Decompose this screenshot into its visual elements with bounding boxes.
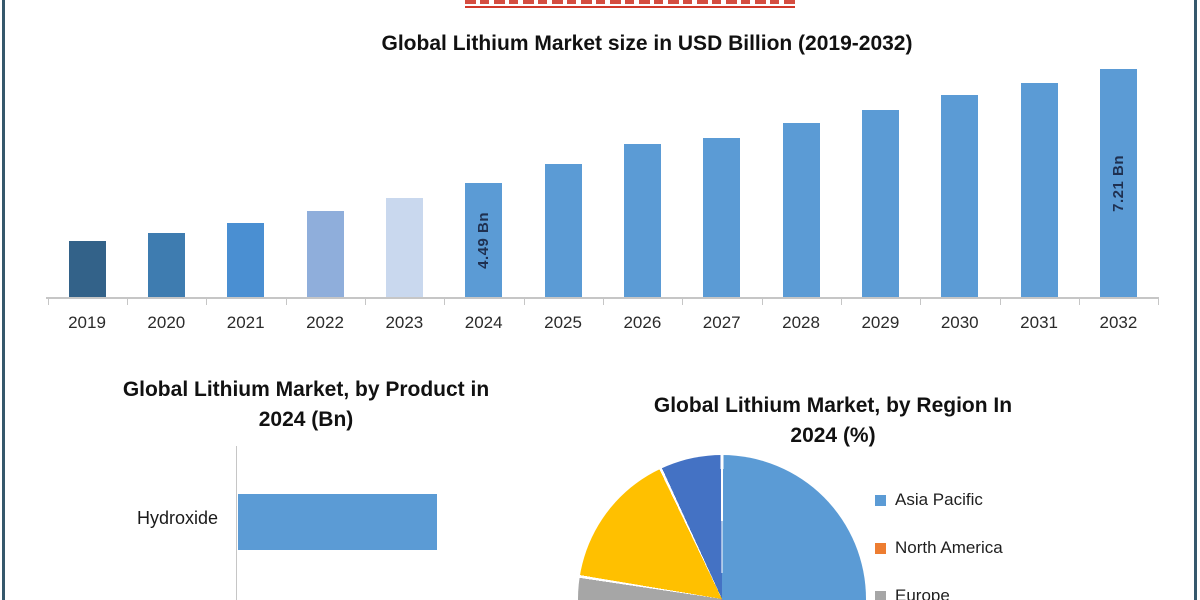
legend-swatch-icon xyxy=(875,494,886,506)
bar-2021 xyxy=(227,223,265,297)
x-axis-tick xyxy=(47,299,49,305)
bar-2026 xyxy=(623,144,661,297)
x-axis-label-2023: 2023 xyxy=(385,313,424,332)
product-chart-y-axis xyxy=(236,446,237,600)
market-size-chart-title: Global Lithium Market size in USD Billio… xyxy=(381,32,913,55)
page-right-border xyxy=(1194,0,1197,600)
product-chart-title-line2: 2024 (Bn) xyxy=(258,408,354,431)
x-axis-tick xyxy=(761,299,763,305)
bar-2019 xyxy=(68,241,106,297)
region-chart-title-line1: Global Lithium Market, by Region In xyxy=(653,394,1013,417)
x-axis-label-2025: 2025 xyxy=(544,313,582,332)
bar-2032: 7.21 Bn xyxy=(1099,69,1137,297)
x-axis-tick xyxy=(602,299,604,305)
bar-2022 xyxy=(306,211,344,297)
product-bar-hydroxide xyxy=(238,494,437,550)
x-axis-tick xyxy=(999,299,1001,305)
x-axis-label-2024: 2024 xyxy=(464,313,503,332)
legend-label: Asia Pacific xyxy=(895,490,983,509)
clipped-red-heading-glyphs xyxy=(465,0,795,4)
x-axis-label-2030: 2030 xyxy=(940,313,979,332)
x-axis-label-2027: 2027 xyxy=(702,313,741,332)
bar-2027 xyxy=(703,138,741,297)
x-axis-tick xyxy=(682,299,684,305)
region-chart-title-line2: 2024 (%) xyxy=(790,424,876,447)
product-chart-title-line1: Global Lithium Market, by Product in xyxy=(122,378,490,401)
x-axis-label-2022: 2022 xyxy=(306,313,344,332)
bar-2020 xyxy=(147,233,185,297)
bar-2029 xyxy=(861,110,899,297)
x-axis-label-2020: 2020 xyxy=(147,313,186,332)
market-size-x-axis xyxy=(46,297,1159,299)
bar-2030 xyxy=(941,95,979,297)
bar-2028 xyxy=(782,123,820,297)
bar-2031 xyxy=(1020,83,1058,297)
product-category-label: Hydroxide xyxy=(136,508,218,528)
bar-2025 xyxy=(544,164,582,297)
legend-item-asia-pacific: Asia Pacific xyxy=(875,489,983,511)
legend-swatch-icon xyxy=(875,590,886,600)
x-axis-tick xyxy=(920,299,922,305)
x-axis-label-2032: 2032 xyxy=(1099,313,1138,332)
legend-item-north-america: North America xyxy=(875,537,1003,559)
bar-data-label-2024: 4.49 Bn xyxy=(475,211,493,269)
x-axis-label-2029: 2029 xyxy=(861,313,900,332)
x-axis-tick xyxy=(285,299,287,305)
x-axis-tick xyxy=(1158,299,1160,305)
legend-swatch-icon xyxy=(875,542,886,554)
x-axis-label-2026: 2026 xyxy=(623,313,662,332)
x-axis-tick xyxy=(206,299,208,305)
page-left-border xyxy=(2,0,5,600)
x-axis-label-2031: 2031 xyxy=(1020,313,1058,332)
legend-label: North America xyxy=(895,538,1003,557)
legend-label: Europe xyxy=(895,586,950,600)
legend-item-europe: Europe xyxy=(875,585,950,600)
x-axis-tick xyxy=(126,299,128,305)
x-axis-label-2028: 2028 xyxy=(782,313,820,332)
bar-2023 xyxy=(385,198,423,297)
x-axis-label-2019: 2019 xyxy=(68,313,106,332)
x-axis-tick xyxy=(1078,299,1080,305)
clipped-red-heading-underline xyxy=(465,6,795,8)
clipped-red-heading xyxy=(465,0,795,9)
x-axis-tick xyxy=(444,299,446,305)
x-axis-tick xyxy=(523,299,525,305)
region-pie xyxy=(578,455,866,600)
x-axis-label-2021: 2021 xyxy=(226,313,265,332)
x-axis-tick xyxy=(840,299,842,305)
bar-data-label-2032: 7.21 Bn xyxy=(1109,154,1127,212)
bar-2024: 4.49 Bn xyxy=(465,183,503,297)
x-axis-tick xyxy=(364,299,366,305)
